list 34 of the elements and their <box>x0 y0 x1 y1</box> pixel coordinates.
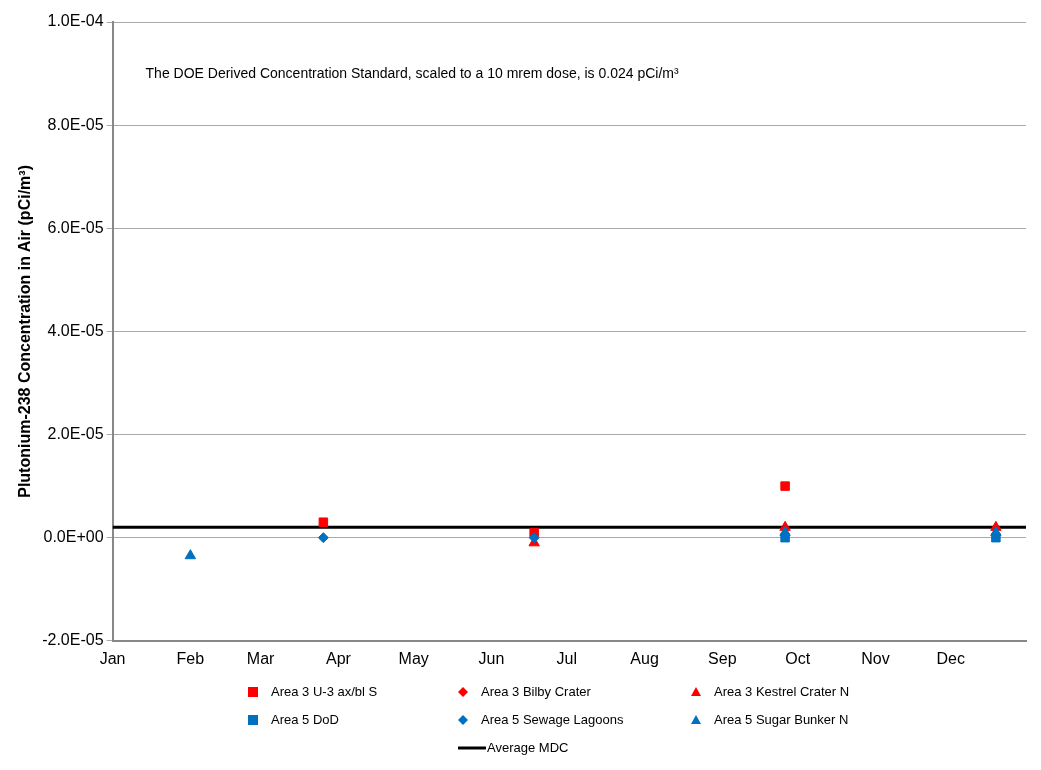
x-tick-label: Jan <box>99 649 126 667</box>
x-tick-label: Sep <box>708 649 737 667</box>
y-tick-label: 1.0E-04 <box>47 12 104 30</box>
legend-label: Area 5 DoD <box>271 711 339 727</box>
x-tick-label: Dec <box>936 649 965 667</box>
y-tick-label: 4.0E-05 <box>47 321 104 339</box>
y-tick-label: 0.0E+00 <box>43 528 104 546</box>
legend-label: Area 5 Sewage Lagoons <box>481 711 624 727</box>
legend-label: Average MDC <box>487 739 569 755</box>
x-tick-label: Jul <box>556 649 577 667</box>
x-tick-label: Aug <box>630 649 659 667</box>
x-tick-label: Oct <box>785 649 811 667</box>
point <box>528 532 540 544</box>
annotation: The DOE Derived Concentration Standard, scaled to a 10 mrem dose, is 0.024 pCi/m³ <box>145 64 679 81</box>
y-axis-title: Plutonium-238 Concentration in Air (pCi/m³) <box>16 165 34 498</box>
point <box>317 532 329 544</box>
point <box>779 526 791 537</box>
y-tick-label: 8.0E-05 <box>47 115 104 133</box>
legend-label: Area 3 Bilby Crater <box>481 683 592 699</box>
point <box>780 481 790 491</box>
x-tick-label: Mar <box>246 649 276 667</box>
legend-label: Area 3 Kestrel Crater N <box>714 683 850 699</box>
y-tick-label: 2.0E-05 <box>47 424 104 442</box>
y-tick-label: -2.0E-05 <box>42 631 104 649</box>
x-tick-label: Nov <box>861 649 890 667</box>
x-tick-label: May <box>398 649 429 667</box>
legend-label: Area 5 Sugar Bunker N <box>714 711 849 727</box>
x-tick-label: Jun <box>478 649 505 667</box>
point <box>990 526 1002 537</box>
y-tick-label: 6.0E-05 <box>47 218 104 236</box>
point <box>318 517 329 527</box>
legend-label: Area 3 U-3 ax/bl S <box>271 683 378 699</box>
x-tick-label: Apr <box>325 649 352 667</box>
x-tick-label: Feb <box>176 649 205 667</box>
